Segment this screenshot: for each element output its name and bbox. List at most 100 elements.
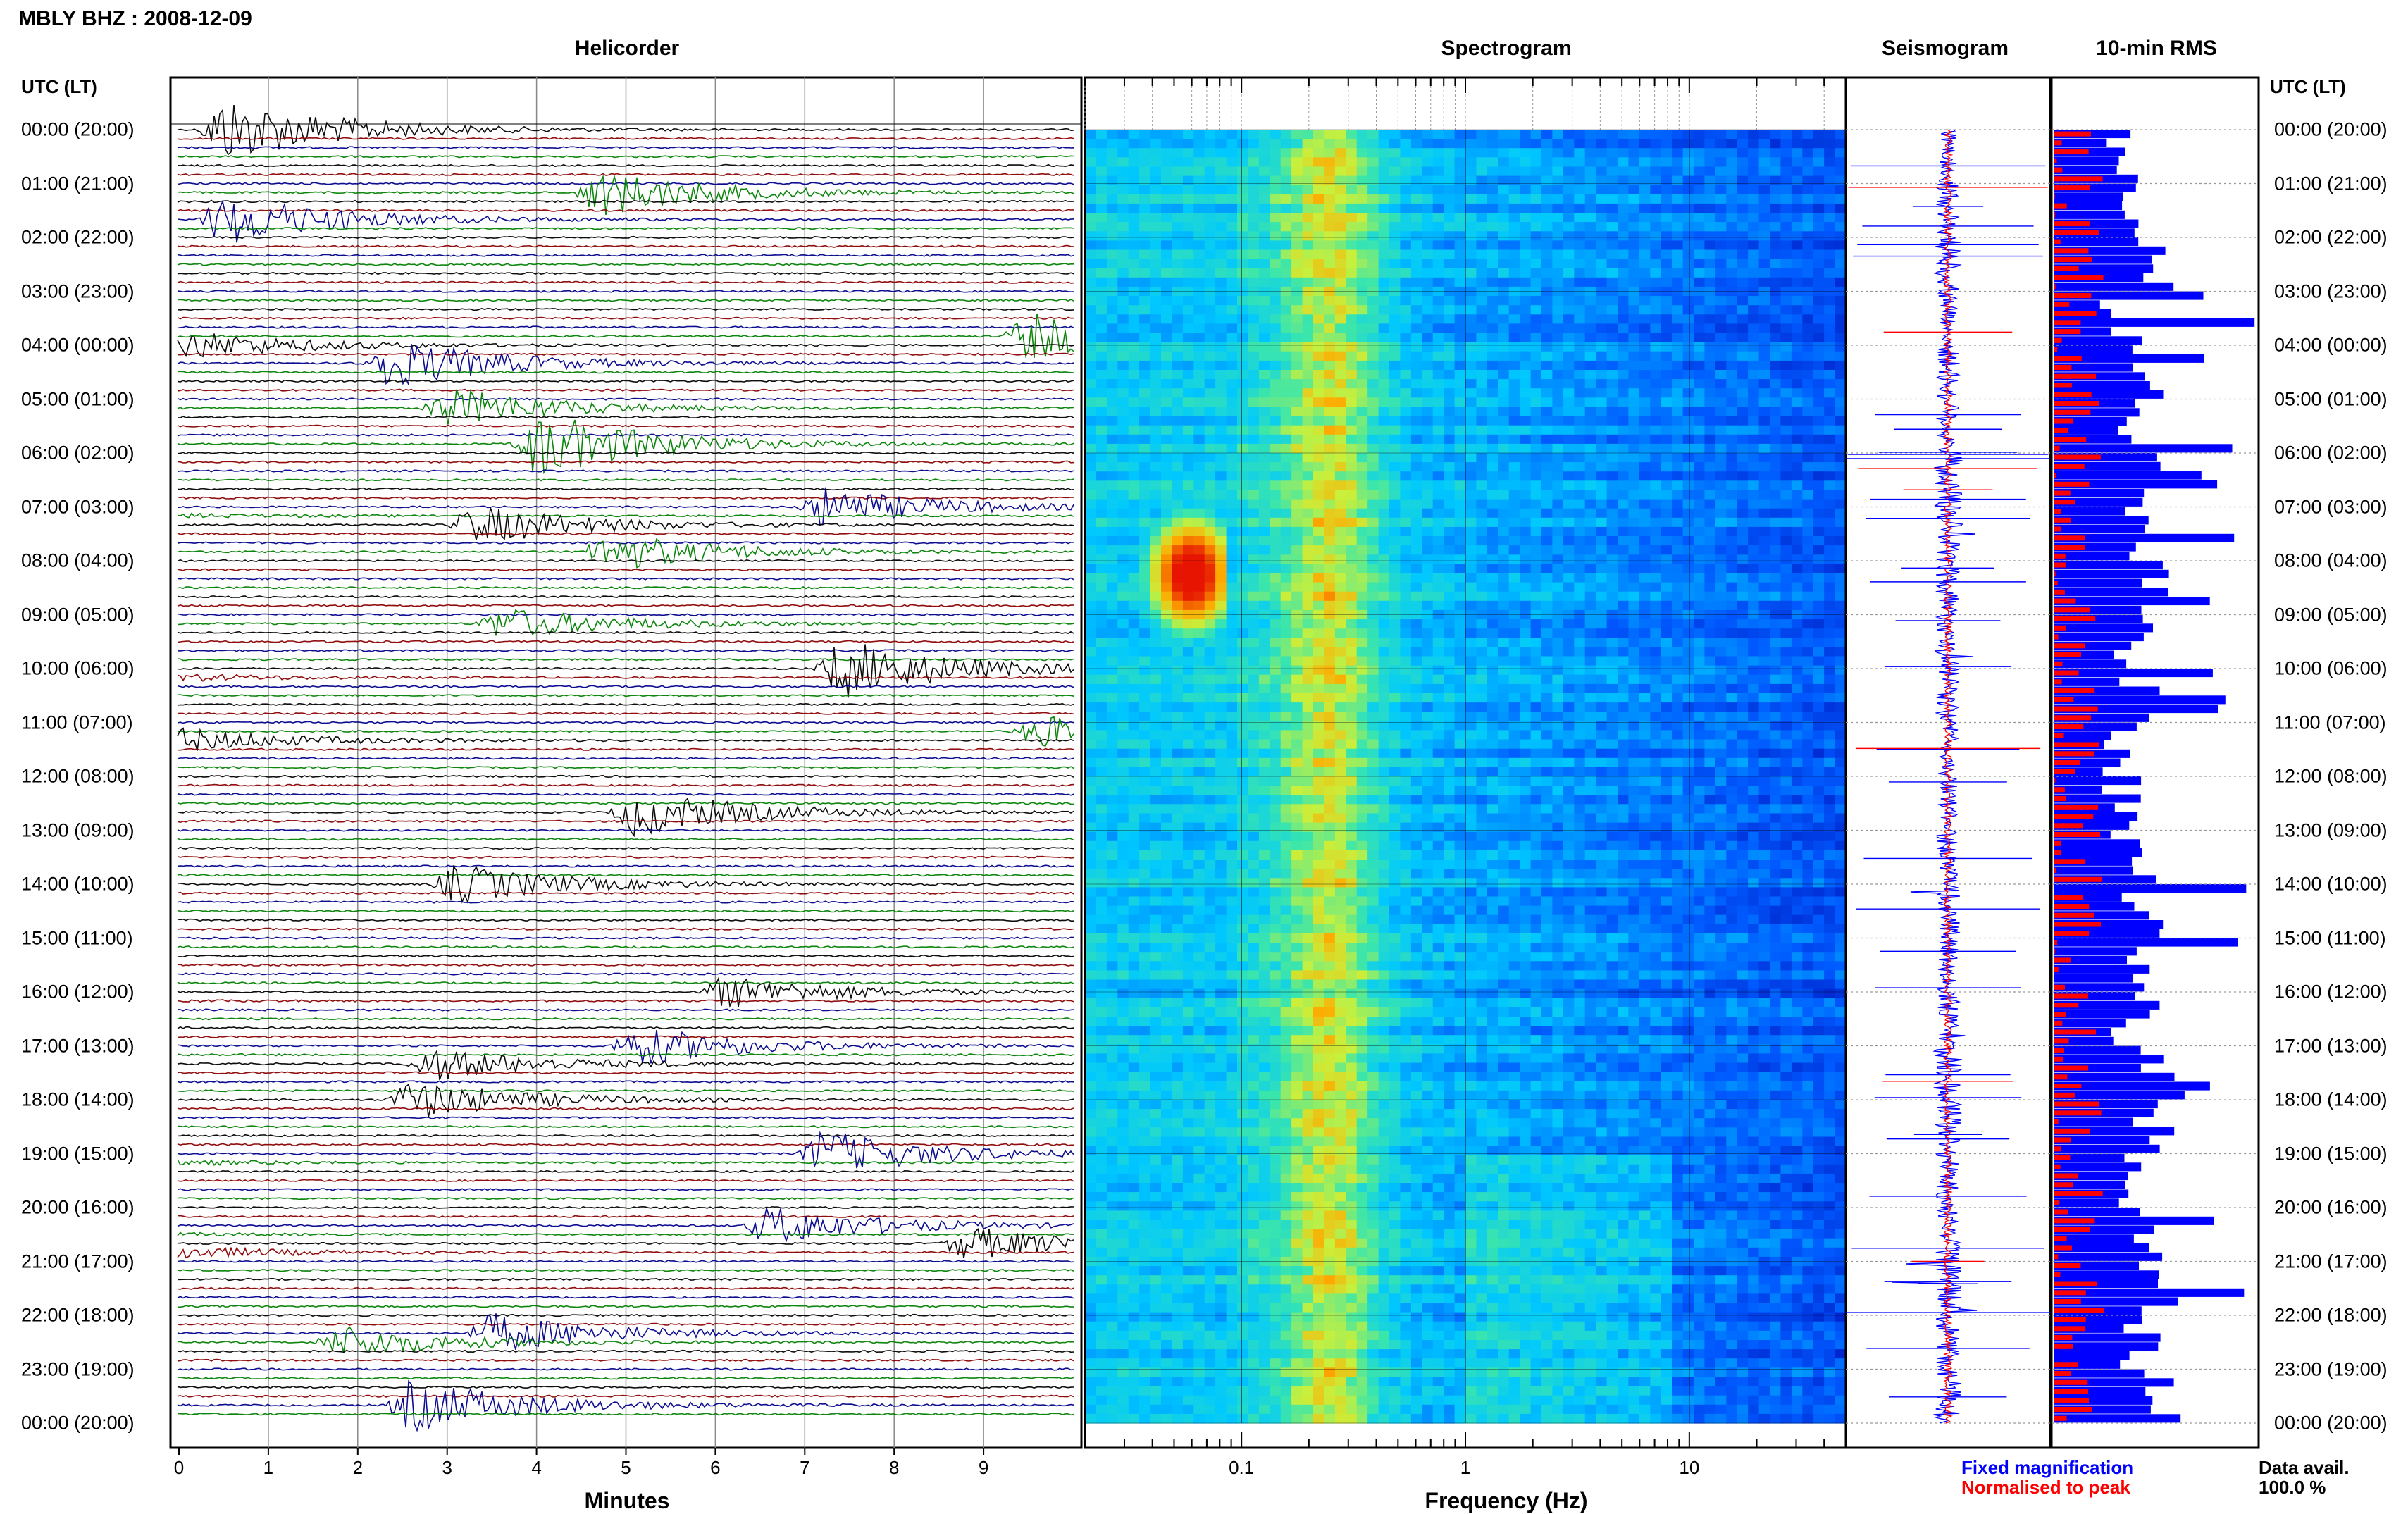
spectrogram-cell: [1183, 407, 1194, 416]
spectrogram-cell: [1455, 712, 1466, 721]
spectrogram-cell: [1248, 204, 1259, 213]
spectrogram-cell: [1379, 305, 1390, 315]
spectrogram-cell: [1303, 250, 1314, 260]
spectrogram-cell: [1476, 749, 1487, 759]
spectrogram-cell: [1270, 702, 1281, 712]
spectrogram-cell: [1531, 323, 1542, 333]
spectrogram-cell: [1759, 592, 1770, 602]
spectrogram-cell: [1357, 601, 1368, 611]
spectrogram-cell: [1748, 554, 1759, 564]
spectrogram-cell: [1824, 278, 1835, 287]
spectrogram-cell: [1313, 194, 1324, 204]
spectrogram-cell: [1335, 638, 1346, 647]
spectrogram-cell: [1085, 666, 1096, 676]
spectrogram-cell: [1748, 139, 1759, 149]
spectrogram-cell: [1172, 268, 1183, 278]
spectrogram-cell: [1683, 702, 1694, 712]
spectrogram-cell: [1824, 250, 1835, 260]
spectrogram-cell: [1737, 730, 1749, 740]
spectrogram-cell: [1541, 342, 1553, 352]
spectrogram-cell: [1661, 370, 1672, 380]
spectrogram-cell: [1433, 628, 1444, 638]
spectrogram-cell: [1411, 518, 1422, 528]
spectrogram-cell: [1400, 240, 1411, 250]
spectrogram-cell: [1628, 573, 1639, 583]
spectrogram-cell: [1357, 592, 1368, 602]
spectrogram-cell: [1520, 130, 1531, 139]
spectrogram-cell: [1433, 213, 1444, 223]
spectrogram-cell: [1792, 462, 1803, 472]
spectrogram-cell: [1129, 314, 1140, 324]
spectrogram-cell: [1270, 204, 1281, 213]
spectrogram-cell: [1161, 666, 1172, 676]
spectrogram-cell: [1357, 480, 1368, 490]
spectrogram-cell: [1563, 730, 1575, 740]
spectrogram-cell: [1541, 240, 1553, 250]
spectrogram-cell: [1313, 712, 1324, 721]
spectrogram-cell: [1346, 490, 1357, 500]
spectrogram-cell: [1770, 657, 1781, 666]
spectrogram-cell: [1802, 157, 1813, 167]
spectrogram-cell: [1433, 730, 1444, 740]
spectrogram-cell: [1792, 730, 1803, 740]
spectrogram-cell: [1563, 471, 1575, 481]
spectrogram-cell: [1129, 702, 1140, 712]
spectrogram-cell: [1237, 749, 1248, 759]
spectrogram-cell: [1792, 370, 1803, 380]
spectrogram-cell: [1824, 536, 1835, 546]
spectrogram-cell: [1476, 527, 1487, 537]
spectrogram-cell: [1628, 213, 1639, 223]
spectrogram-cell: [1737, 157, 1749, 167]
spectrogram-cell: [1704, 361, 1715, 371]
spectrogram-cell: [1792, 278, 1803, 287]
spectrogram-cell: [1531, 352, 1542, 361]
spectrogram-cell: [1237, 619, 1248, 629]
spectrogram-cell: [1487, 388, 1498, 398]
spectrogram-cell: [1672, 509, 1683, 519]
spectrogram-cell: [1324, 204, 1335, 213]
spectrogram-cell: [1324, 509, 1335, 519]
spectrogram-cell: [1541, 148, 1553, 158]
spectrogram-cell: [1607, 352, 1618, 361]
spectrogram-cell: [1780, 176, 1792, 186]
spectrogram-cell: [1476, 323, 1487, 333]
spectrogram-cell: [1835, 619, 1847, 629]
spectrogram-cell: [1639, 509, 1651, 519]
spectrogram-cell: [1585, 167, 1596, 177]
spectrogram-cell: [1476, 167, 1487, 177]
spectrogram-cell: [1433, 333, 1444, 343]
spectrogram-cell: [1650, 490, 1661, 500]
spectrogram-cell: [1335, 657, 1346, 666]
spectrogram-cell: [1650, 583, 1661, 592]
spectrogram-cell: [1618, 314, 1629, 324]
spectrogram-cell: [1487, 240, 1498, 250]
spectrogram-cell: [1335, 250, 1346, 260]
spectrogram-cell: [1117, 564, 1129, 573]
spectrogram-cell: [1422, 388, 1433, 398]
spectrogram-cell: [1618, 545, 1629, 555]
spectrogram-cell: [1748, 628, 1759, 638]
spectrogram-cell: [1107, 693, 1118, 703]
spectrogram-cell: [1324, 740, 1335, 750]
spectrogram-cell: [1596, 647, 1607, 657]
spectrogram-cell: [1433, 250, 1444, 260]
spectrogram-cell: [1367, 176, 1379, 186]
spectrogram-cell: [1835, 250, 1847, 260]
spectrogram-cell: [1433, 222, 1444, 232]
spectrogram-cell: [1509, 453, 1520, 463]
spectrogram-cell: [1227, 657, 1238, 666]
spectrogram-cell: [1096, 185, 1107, 195]
spectrogram-cell: [1824, 573, 1835, 583]
spectrogram-cell: [1259, 509, 1270, 519]
spectrogram-cell: [1096, 619, 1107, 629]
spectrogram-cell: [1291, 130, 1303, 139]
spectrogram-cell: [1117, 130, 1129, 139]
spectrogram-cell: [1509, 712, 1520, 721]
spectrogram-cell: [1661, 647, 1672, 657]
spectrogram-cell: [1161, 139, 1172, 149]
spectrogram-cell: [1129, 185, 1140, 195]
spectrogram-cell: [1389, 444, 1401, 454]
spectrogram-cell: [1455, 185, 1466, 195]
spectrogram-cell: [1117, 268, 1129, 278]
spectrogram-cell: [1726, 619, 1737, 629]
